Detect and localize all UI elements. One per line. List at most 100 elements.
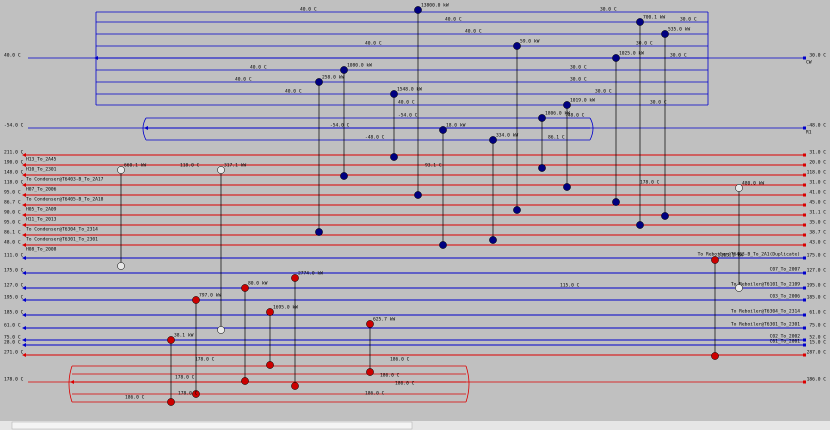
stream-arrow	[22, 313, 26, 317]
temp-label: -48.0 C	[365, 135, 385, 141]
stream-name: To Condenser@T6405-B_To_2A18	[26, 197, 104, 203]
target-temp: 52.0 C	[809, 335, 826, 341]
stream-arrow	[22, 343, 26, 347]
supply-temp: 86.7 C	[4, 200, 21, 206]
target-temp: 185.0 C	[807, 295, 827, 301]
target-temp: 75.0 C	[809, 323, 826, 329]
duty-label: 1548.0 kW	[397, 87, 422, 93]
stream-name: To Condenser@T6403-B_To_2A17	[26, 177, 104, 183]
exchanger	[315, 78, 323, 86]
stream-name: To Condenser@T6304_To_2314	[26, 227, 98, 233]
stream-name: C03_To_2006	[770, 294, 801, 300]
supply-temp: 95.0 C	[4, 190, 21, 196]
exchanger	[192, 296, 200, 304]
supply-temp: 178.0 C	[4, 377, 24, 383]
exchanger	[414, 191, 422, 199]
exchanger	[636, 18, 644, 26]
stream-end	[803, 326, 806, 330]
duty-label: 13800.0 kW	[421, 3, 449, 9]
temp-label: -54.0 C	[330, 123, 350, 129]
supply-temp: 61.0 C	[4, 323, 21, 329]
supply-temp: 127.0 C	[4, 283, 24, 289]
exchanger	[390, 153, 398, 161]
supply-temp: 211.0 C	[4, 150, 24, 156]
supply-temp: 90.0 C	[4, 210, 21, 216]
supply-temp: 48.0 C	[4, 240, 21, 246]
stream-end	[803, 243, 806, 247]
exchanger	[291, 382, 299, 390]
scrollbar[interactable]	[0, 421, 830, 430]
scroll-thumb[interactable]	[11, 421, 413, 430]
stream-arrow	[22, 298, 26, 302]
exchanger	[439, 126, 447, 134]
stream-end	[803, 203, 806, 207]
target-temp: 175.0 C	[807, 253, 827, 259]
exchanger	[538, 164, 546, 172]
temp-label: -54.0 C	[398, 113, 418, 119]
exchanger	[390, 90, 398, 98]
stream-name: H13_To_2A45	[26, 157, 57, 163]
stream-arrow	[22, 256, 26, 260]
exchanger	[439, 241, 447, 249]
exchanger	[291, 274, 299, 282]
exchanger	[192, 390, 200, 398]
stream-end	[803, 343, 806, 347]
temp-label: 40.0 C	[398, 100, 415, 106]
exchanger	[117, 262, 125, 270]
stream-arrow	[22, 153, 26, 157]
stream-end	[803, 298, 806, 302]
duty-label: 797.0 kW	[199, 293, 221, 299]
target-temp: 43.0 C	[809, 240, 826, 246]
stream-arrow	[22, 173, 26, 177]
stream-arrow	[22, 213, 26, 217]
temp-label: 186.0 C	[380, 373, 400, 379]
duty-label: 2774.0 kW	[298, 271, 323, 277]
stream-arrow	[22, 183, 26, 187]
stream-arrow	[22, 286, 26, 290]
supply-temp: 75.0 C	[4, 335, 21, 341]
temp-label: 186.0 C	[365, 391, 385, 397]
stream-end	[803, 338, 806, 342]
duty-label: 38.1 kW	[174, 333, 194, 339]
stream-arrow	[22, 233, 26, 237]
exchanger	[711, 352, 719, 360]
exchanger	[612, 198, 620, 206]
temp-label: 40.0 C	[250, 65, 267, 71]
temp-label: 115.0 C	[560, 283, 580, 289]
temp-label: 40.0 C	[285, 89, 302, 95]
stream-end	[803, 213, 806, 217]
target-temp: 15.0 C	[809, 340, 826, 346]
exchanger	[117, 166, 125, 174]
stream-name: To Reboiler@T6301_To_2301	[731, 322, 800, 328]
stream-name: H10_To_2301	[26, 167, 57, 173]
target-temp: -48.0 C	[807, 123, 827, 129]
exchanger	[167, 336, 175, 344]
stream-end	[803, 353, 806, 357]
supply-temp: 190.0 C	[4, 160, 24, 166]
stream-end	[803, 271, 806, 275]
stream-end	[803, 56, 806, 60]
stream-name: R1	[806, 130, 812, 136]
duty-label: 480.0 kW	[742, 181, 764, 187]
target-temp: 38.7 C	[809, 230, 826, 236]
exchanger	[612, 54, 620, 62]
exchanger	[366, 368, 374, 376]
target-temp: 35.0 C	[809, 220, 826, 226]
supply-temp: 118.0 C	[4, 180, 24, 186]
stream-arrow	[22, 193, 26, 197]
duty-label: 258.0 kW	[322, 75, 344, 81]
stream-end	[803, 380, 806, 384]
exchanger	[414, 6, 422, 14]
exchanger	[735, 184, 743, 192]
temp-label: -48.0 C	[565, 113, 585, 119]
stream-end	[803, 256, 806, 260]
stream-end	[803, 233, 806, 237]
duty-label: 535.0 kW	[668, 27, 690, 33]
exchanger	[711, 256, 719, 264]
temp-label: 40.0 C	[300, 7, 317, 13]
temp-label: 30.0 C	[680, 17, 697, 23]
supply-temp: 175.0 C	[4, 268, 24, 274]
temp-label: 30.0 C	[570, 77, 587, 83]
stream-arrow	[22, 203, 26, 207]
target-temp: 127.0 C	[807, 268, 827, 274]
